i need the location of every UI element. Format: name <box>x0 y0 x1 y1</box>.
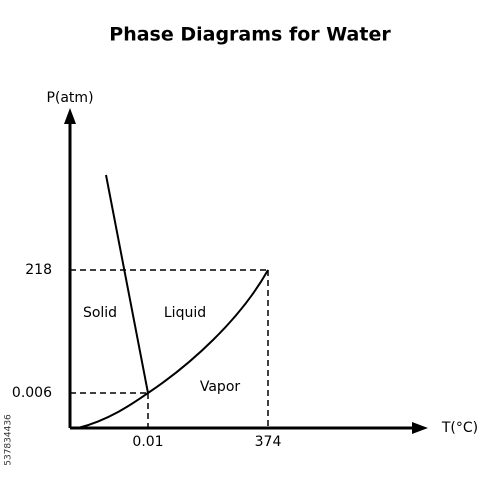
y-tick-label: 218 <box>25 262 52 278</box>
x-arrow <box>412 422 428 434</box>
x-axis-label: T(°C) <box>441 420 478 436</box>
guides <box>70 269 269 428</box>
vapor-curve <box>77 269 269 429</box>
title: Phase Diagrams for Water <box>109 24 391 46</box>
y-axis-label: P(atm) <box>46 90 93 106</box>
region-label: Vapor <box>200 379 241 395</box>
y-tick-label: 0.006 <box>12 385 52 401</box>
x-tick-label: 0.01 <box>132 434 163 450</box>
solid-liquid-line <box>105 174 149 394</box>
watermark-id: 537834436 <box>4 414 14 466</box>
y-arrow <box>64 108 76 124</box>
region-label: Liquid <box>164 305 206 321</box>
x-tick-label: 374 <box>255 434 282 450</box>
region-label: Solid <box>83 305 117 321</box>
